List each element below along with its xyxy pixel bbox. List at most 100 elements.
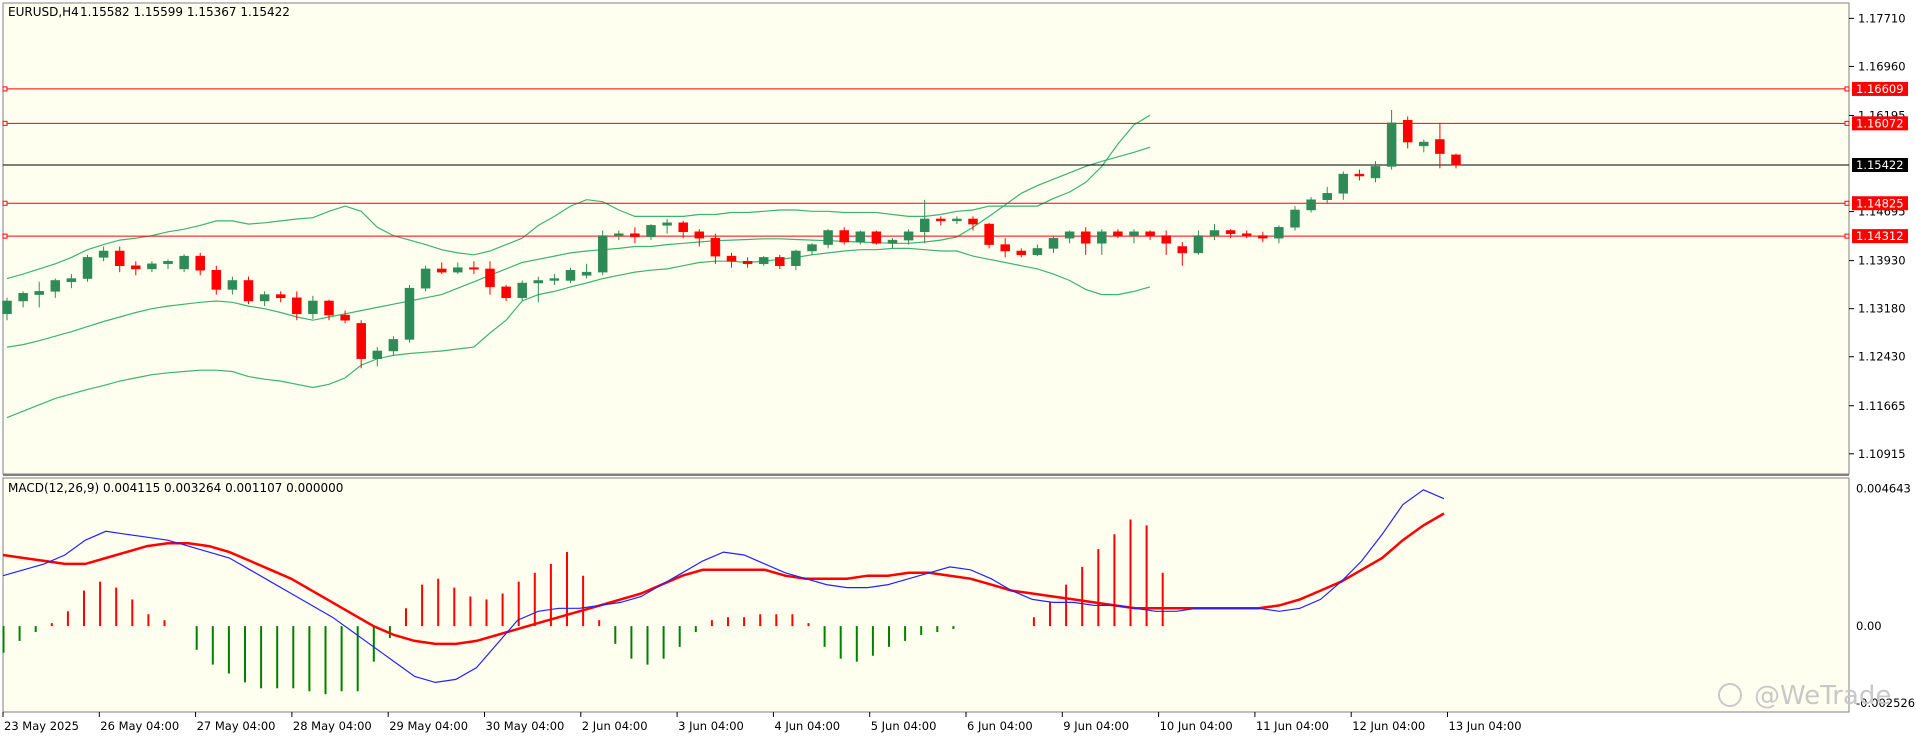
candle xyxy=(211,265,222,295)
candle xyxy=(662,218,672,234)
price-tick-label: 1.12430 xyxy=(1858,350,1906,364)
candle xyxy=(678,220,688,239)
candle xyxy=(227,276,238,295)
candle xyxy=(243,276,254,305)
candle xyxy=(340,310,350,324)
macd-tick-label: -0.002526 xyxy=(1856,696,1915,710)
candle xyxy=(775,254,785,269)
candle xyxy=(420,265,431,292)
candle xyxy=(565,267,576,284)
candle xyxy=(1016,248,1027,258)
level-handle[interactable] xyxy=(1844,200,1850,206)
time-tick-label: 13 Jun 04:00 xyxy=(1449,719,1522,733)
candle xyxy=(1113,229,1123,239)
candle xyxy=(2,297,12,321)
time-tick-label: 9 Jun 04:00 xyxy=(1063,719,1129,733)
price-pane[interactable] xyxy=(2,2,1850,475)
time-tick-label: 3 Jun 04:00 xyxy=(678,719,744,733)
time-tick-label: 26 May 04:00 xyxy=(100,719,179,733)
horizontal-levels[interactable] xyxy=(2,86,1850,239)
candle xyxy=(275,291,286,303)
candle xyxy=(292,291,302,321)
level-handle[interactable] xyxy=(2,233,8,239)
candle xyxy=(807,243,817,255)
candle xyxy=(630,227,640,244)
candle xyxy=(131,261,141,276)
time-tick-label: 11 Jun 04:00 xyxy=(1256,719,1329,733)
price-tick-label: 1.16960 xyxy=(1858,59,1906,73)
candle xyxy=(147,261,157,273)
level-handle[interactable] xyxy=(1844,233,1850,239)
time-tick-label: 10 Jun 04:00 xyxy=(1160,719,1233,733)
candle xyxy=(1290,206,1300,231)
candle xyxy=(1032,244,1043,257)
candle xyxy=(324,299,334,321)
candle xyxy=(1435,122,1445,169)
time-tick-label: 27 May 04:00 xyxy=(197,719,276,733)
candle xyxy=(726,252,737,268)
macd-main-line xyxy=(2,489,1445,684)
candle xyxy=(259,291,270,307)
candle xyxy=(18,291,28,308)
price-tick-label: 1.10915 xyxy=(1858,447,1906,461)
price-tag: 1.16072 xyxy=(1852,116,1908,131)
candle xyxy=(903,229,914,245)
candle xyxy=(823,229,833,249)
candle xyxy=(1419,139,1429,153)
watermark-text: @WeTrade xyxy=(1754,681,1891,711)
candle xyxy=(1370,161,1381,183)
price-tag: 1.15422 xyxy=(1852,157,1908,172)
price-tag: 1.14825 xyxy=(1852,196,1908,211)
macd-pane[interactable] xyxy=(2,477,1850,713)
price-tick-label: 1.13180 xyxy=(1858,302,1906,316)
candle xyxy=(1177,242,1188,266)
candle xyxy=(549,274,560,285)
price-tag-text: 1.14825 xyxy=(1856,196,1904,210)
level-handle[interactable] xyxy=(2,200,8,206)
candle xyxy=(839,227,849,245)
macd-indicator xyxy=(2,489,1445,695)
candle xyxy=(517,280,527,301)
candle xyxy=(1000,238,1010,258)
candle xyxy=(533,276,544,303)
candle xyxy=(1338,171,1349,200)
price-tick-label: 1.17710 xyxy=(1858,11,1906,25)
price-tag-text: 1.15422 xyxy=(1856,158,1904,172)
watermark: @WeTrade xyxy=(1718,681,1891,711)
candle xyxy=(1322,186,1332,204)
candle xyxy=(34,281,44,308)
price-tag: 1.16609 xyxy=(1852,81,1908,96)
price-tags: 1.16609 1.16072 1.15422 1.14825 1.14312 xyxy=(1852,81,1908,244)
candle xyxy=(372,347,383,367)
level-handle[interactable] xyxy=(1844,120,1850,126)
macd-tick-label: 0.00 xyxy=(1856,619,1882,633)
candle xyxy=(936,216,946,226)
level-handle[interactable] xyxy=(2,86,8,92)
candle xyxy=(195,252,205,276)
candle xyxy=(1451,153,1461,169)
candle xyxy=(984,222,994,249)
candle xyxy=(871,230,882,245)
candle xyxy=(758,256,769,266)
candle xyxy=(1193,230,1204,255)
bollinger-middle-line xyxy=(6,146,1151,348)
candle xyxy=(485,261,495,295)
bollinger-lower-line xyxy=(6,247,1151,419)
candle xyxy=(614,230,624,241)
candle xyxy=(114,246,125,273)
candle xyxy=(66,274,77,289)
candle xyxy=(453,262,463,275)
price-tag: 1.14312 xyxy=(1852,229,1908,244)
candle xyxy=(1274,225,1284,244)
candle xyxy=(597,230,608,276)
candle xyxy=(855,230,866,245)
candle xyxy=(1097,229,1107,255)
candle xyxy=(82,254,93,282)
candle xyxy=(1048,235,1059,253)
ohlc-label: 1.15582 1.15599 1.15367 1.15422 xyxy=(80,5,290,19)
level-handle[interactable] xyxy=(1844,86,1850,92)
time-tick-label: 4 Jun 04:00 xyxy=(774,719,840,733)
level-handle[interactable] xyxy=(2,120,8,126)
price-tick-label: 1.11665 xyxy=(1858,399,1906,413)
